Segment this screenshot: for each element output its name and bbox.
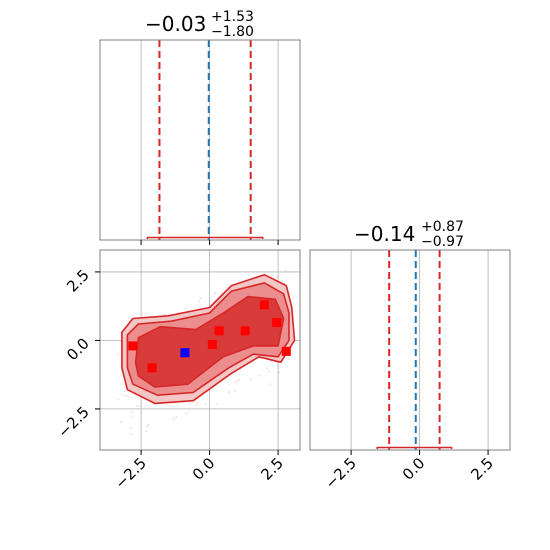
sample-dot [228,391,231,393]
marginal-2-frame [309,249,511,451]
sample-dot [130,427,133,430]
joint-panel: −2.5 0.0 2.5 −2.5 0.0 2.5 [54,249,301,493]
y-tick-label: −2.5 [54,403,92,441]
sample-dot [117,353,119,355]
joint-frame [99,249,301,451]
x-tick-label: 0.0 [189,454,219,484]
marginal-2-title-lower: −0.97 [421,234,464,250]
sample-dot [136,405,139,408]
sample-dot [288,358,291,361]
joint-points [128,300,291,373]
marginal-histogram [146,236,264,239]
sample-dot [237,379,239,382]
marginal-2-background [310,250,510,450]
sample-dot [130,416,133,419]
sample-point [128,341,138,351]
sample-dot [215,402,218,405]
sample-dot [237,378,240,381]
sample-point [147,363,157,373]
x-tick-label: 2.5 [467,454,497,484]
sample-dot [145,430,148,432]
sample-dot [121,393,124,396]
marginal-2-lines [376,250,453,450]
sample-dot [175,416,178,419]
sample-dot [172,418,175,420]
marginal-1-title-value: −0.03 [145,12,206,36]
y-tick-label: 0.0 [63,335,93,365]
sample-point [214,326,224,336]
x-tick-label: −2.5 [321,454,359,492]
x-tick-label: −2.5 [111,454,149,492]
sample-dot [268,370,270,373]
sample-point [281,346,291,356]
sample-dot [249,378,252,381]
sample-dot [163,313,166,316]
marginal-1-lines [146,40,264,240]
marginal-2-ticks: −2.5 0.0 2.5 [321,450,497,493]
marginal-1-title: −0.03 +1.53 −1.80 [145,9,254,40]
sample-point [240,326,250,336]
sample-dot [285,269,288,272]
sample-dot [124,390,126,392]
marginal-1-title-lower: −1.80 [211,24,254,40]
sample-dot [265,367,268,370]
marginal-1-frame [99,39,301,241]
marginal-2-title-upper: +0.87 [421,219,464,235]
marginal-1-title-upper: +1.53 [211,9,254,25]
y-tick-label: 2.5 [63,266,93,296]
sample-point [272,318,282,328]
sample-dot [116,398,119,401]
sample-dot [275,275,278,278]
sample-dot [119,421,122,424]
sample-dot [147,423,150,426]
sample-dot [124,394,127,397]
sample-dot [130,433,133,435]
sample-dot [146,425,148,428]
marginal-1-background [100,40,300,240]
sample-dot [127,395,129,398]
sample-dot [198,300,201,303]
marginal-2-title: −0.14 +0.87 −0.97 [354,219,464,250]
x-tick-label: 0.0 [399,454,429,484]
sample-point [207,340,217,350]
sample-dot [234,381,237,383]
sample-dot [234,390,237,392]
marginal-panel-param-1 [99,39,301,245]
sample-dot [131,410,133,413]
sample-dot [199,297,202,299]
sample-dot [140,406,142,409]
sample-dot [269,383,272,386]
sample-point [259,300,269,310]
sample-dot [195,404,197,406]
sample-dot [184,307,187,310]
truth-point [180,348,190,358]
marginal-histogram [376,446,453,449]
sample-dot [270,274,273,277]
x-tick-label: 2.5 [257,454,287,484]
sample-dot [278,371,281,374]
sample-dot [196,401,199,404]
sample-dot [258,374,261,377]
sample-dot [186,412,188,415]
sample-dot [204,403,207,406]
sample-dot [214,292,216,294]
marginal-1-ticks [140,240,279,245]
marginal-panel-param-2: −2.5 0.0 2.5 [309,249,511,493]
sample-dot [188,402,191,405]
marginal-2-grid [350,250,489,450]
marginal-2-title-value: −0.14 [354,222,415,246]
